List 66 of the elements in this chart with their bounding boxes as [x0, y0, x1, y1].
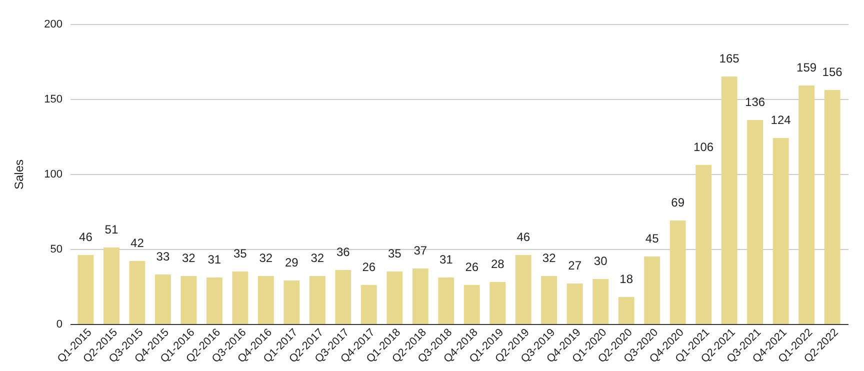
- bar: [154, 274, 171, 324]
- data-label: 31: [208, 252, 222, 266]
- data-label: 51: [104, 222, 118, 236]
- data-label: 32: [310, 251, 324, 265]
- bar: [360, 285, 377, 324]
- bar: [798, 86, 815, 324]
- y-tick-label: 200: [44, 18, 62, 30]
- data-label: 37: [414, 244, 428, 258]
- bar: [180, 276, 197, 324]
- bar: [258, 276, 274, 324]
- bar: [284, 280, 300, 324]
- data-label: 32: [182, 251, 196, 265]
- data-label: 136: [745, 95, 766, 109]
- bar: [335, 270, 352, 324]
- data-label: 32: [259, 251, 273, 265]
- data-label: 69: [671, 196, 685, 210]
- data-label: 27: [568, 258, 582, 272]
- data-label: 106: [694, 140, 714, 154]
- data-label: 33: [156, 250, 170, 264]
- data-label: 35: [233, 246, 248, 260]
- data-label: 28: [490, 257, 505, 271]
- data-label: 36: [336, 245, 350, 259]
- bar: [490, 282, 506, 324]
- bar: [566, 284, 583, 324]
- data-label: 26: [465, 260, 479, 274]
- data-label: 29: [284, 256, 299, 270]
- data-label: 26: [362, 260, 376, 274]
- bar: [129, 261, 146, 324]
- bar: [78, 255, 94, 324]
- bar: [232, 272, 248, 324]
- bar: [386, 272, 403, 324]
- data-label: 159: [796, 60, 817, 74]
- y-axis-title: Sales: [12, 159, 26, 190]
- bar: [464, 285, 480, 324]
- y-tick-label: 100: [44, 168, 62, 180]
- bar: [772, 138, 789, 324]
- bar: [644, 256, 660, 324]
- data-label: 46: [516, 230, 530, 244]
- bar: [412, 268, 428, 324]
- bar: [747, 120, 764, 324]
- bar: [438, 278, 454, 324]
- data-label: 35: [388, 246, 402, 260]
- bar: [309, 276, 326, 324]
- data-label: 124: [770, 113, 792, 127]
- bar: [696, 165, 712, 324]
- data-label: 46: [79, 230, 93, 244]
- bar: [515, 255, 532, 324]
- data-label: 30: [594, 254, 608, 268]
- y-tick-label: 150: [44, 94, 62, 106]
- bar: [721, 76, 738, 324]
- bar: [103, 248, 120, 324]
- data-label: 156: [822, 65, 843, 79]
- bar: [206, 278, 222, 324]
- data-label: 32: [542, 251, 556, 265]
- bar: [670, 220, 686, 324]
- y-tick-label: 50: [50, 244, 62, 256]
- data-label: 31: [439, 252, 454, 266]
- bar: [618, 297, 634, 324]
- bar: [592, 279, 609, 324]
- bar: [824, 90, 840, 324]
- data-label: 165: [719, 52, 740, 66]
- y-tick-label: 0: [56, 318, 62, 330]
- data-label: 42: [130, 236, 144, 250]
- data-label: 45: [645, 232, 660, 246]
- data-label: 18: [620, 272, 634, 286]
- bar: [541, 276, 558, 324]
